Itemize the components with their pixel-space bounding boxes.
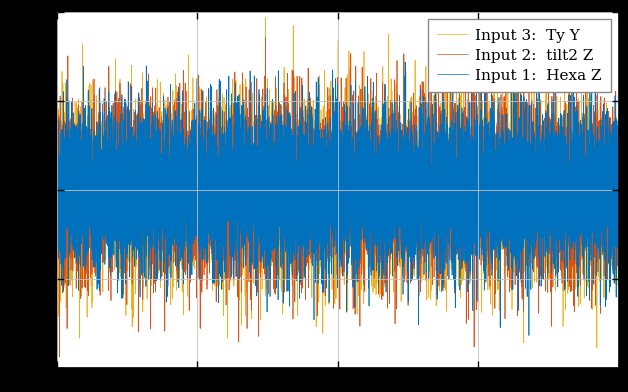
Input 1:  Hexa Z: (6.2e+03, 1.08): Hexa Z: (6.2e+03, 1.08) xyxy=(401,60,409,64)
Input 2:  tilt2 Z: (415, 0.0865): tilt2 Z: (415, 0.0865) xyxy=(76,178,84,182)
Input 2:  tilt2 Z: (599, 0.359): tilt2 Z: (599, 0.359) xyxy=(87,145,94,150)
Input 2:  tilt2 Z: (3.72e+03, 1.28): tilt2 Z: (3.72e+03, 1.28) xyxy=(262,35,269,40)
Input 1:  Hexa Z: (1.96e+03, -0.0042): Hexa Z: (1.96e+03, -0.0042) xyxy=(163,188,170,193)
Input 2:  tilt2 Z: (1e+04, 0.118): tilt2 Z: (1e+04, 0.118) xyxy=(615,174,622,178)
Input 2:  tilt2 Z: (0, 0.607): tilt2 Z: (0, 0.607) xyxy=(53,116,60,120)
Line: Input 1:  Hexa Z: Input 1: Hexa Z xyxy=(57,62,619,336)
Input 2:  tilt2 Z: (4.89e+03, 0.265): tilt2 Z: (4.89e+03, 0.265) xyxy=(328,156,335,161)
Input 2:  tilt2 Z: (9.47e+03, 0.1): tilt2 Z: (9.47e+03, 0.1) xyxy=(585,176,593,181)
Line: Input 2:  tilt2 Z: Input 2: tilt2 Z xyxy=(57,37,619,357)
Input 3:  Ty Y: (414, 0.0414): Ty Y: (414, 0.0414) xyxy=(76,183,84,187)
Input 1:  Hexa Z: (414, 0.0565): Hexa Z: (414, 0.0565) xyxy=(76,181,84,186)
Input 3:  Ty Y: (0, 0.00641): Ty Y: (0, 0.00641) xyxy=(53,187,60,192)
Input 1:  Hexa Z: (4.89e+03, 0.4): Hexa Z: (4.89e+03, 0.4) xyxy=(327,140,335,145)
Input 3:  Ty Y: (9.61e+03, -1.33): Ty Y: (9.61e+03, -1.33) xyxy=(593,345,600,350)
Input 1:  Hexa Z: (1e+04, -0.343): Hexa Z: (1e+04, -0.343) xyxy=(615,229,622,233)
Input 2:  tilt2 Z: (51, -1.4): tilt2 Z: (51, -1.4) xyxy=(56,354,63,359)
Input 3:  Ty Y: (598, -0.316): Ty Y: (598, -0.316) xyxy=(87,225,94,230)
Input 3:  Ty Y: (1.96e+03, 0.639): Ty Y: (1.96e+03, 0.639) xyxy=(163,112,170,116)
Input 1:  Hexa Z: (8.4e+03, -1.22): Hexa Z: (8.4e+03, -1.22) xyxy=(525,333,533,338)
Input 2:  tilt2 Z: (1.96e+03, -0.261): tilt2 Z: (1.96e+03, -0.261) xyxy=(163,219,171,223)
Input 2:  tilt2 Z: (45, -0.229): tilt2 Z: (45, -0.229) xyxy=(55,215,63,220)
Input 1:  Hexa Z: (598, 0.006): Hexa Z: (598, 0.006) xyxy=(87,187,94,192)
Line: Input 3:  Ty Y: Input 3: Ty Y xyxy=(57,18,619,348)
Input 1:  Hexa Z: (9.47e+03, 0.224): Hexa Z: (9.47e+03, 0.224) xyxy=(585,161,593,166)
Input 1:  Hexa Z: (0, -0.106): Hexa Z: (0, -0.106) xyxy=(53,200,60,205)
Legend: Input 3:  Ty Y, Input 2:  tilt2 Z, Input 1:  Hexa Z: Input 3: Ty Y, Input 2: tilt2 Z, Input 1… xyxy=(428,19,611,92)
Input 3:  Ty Y: (4.89e+03, 0.415): Ty Y: (4.89e+03, 0.415) xyxy=(328,138,335,143)
Input 3:  Ty Y: (1e+04, 0.232): Ty Y: (1e+04, 0.232) xyxy=(615,160,622,165)
Input 1:  Hexa Z: (45, -0.0867): Hexa Z: (45, -0.0867) xyxy=(55,198,63,203)
Input 3:  Ty Y: (3.72e+03, 1.45): Ty Y: (3.72e+03, 1.45) xyxy=(262,15,269,20)
Input 3:  Ty Y: (45, 0.143): Ty Y: (45, 0.143) xyxy=(55,171,63,176)
Input 3:  Ty Y: (9.47e+03, 0.0389): Ty Y: (9.47e+03, 0.0389) xyxy=(585,183,593,188)
